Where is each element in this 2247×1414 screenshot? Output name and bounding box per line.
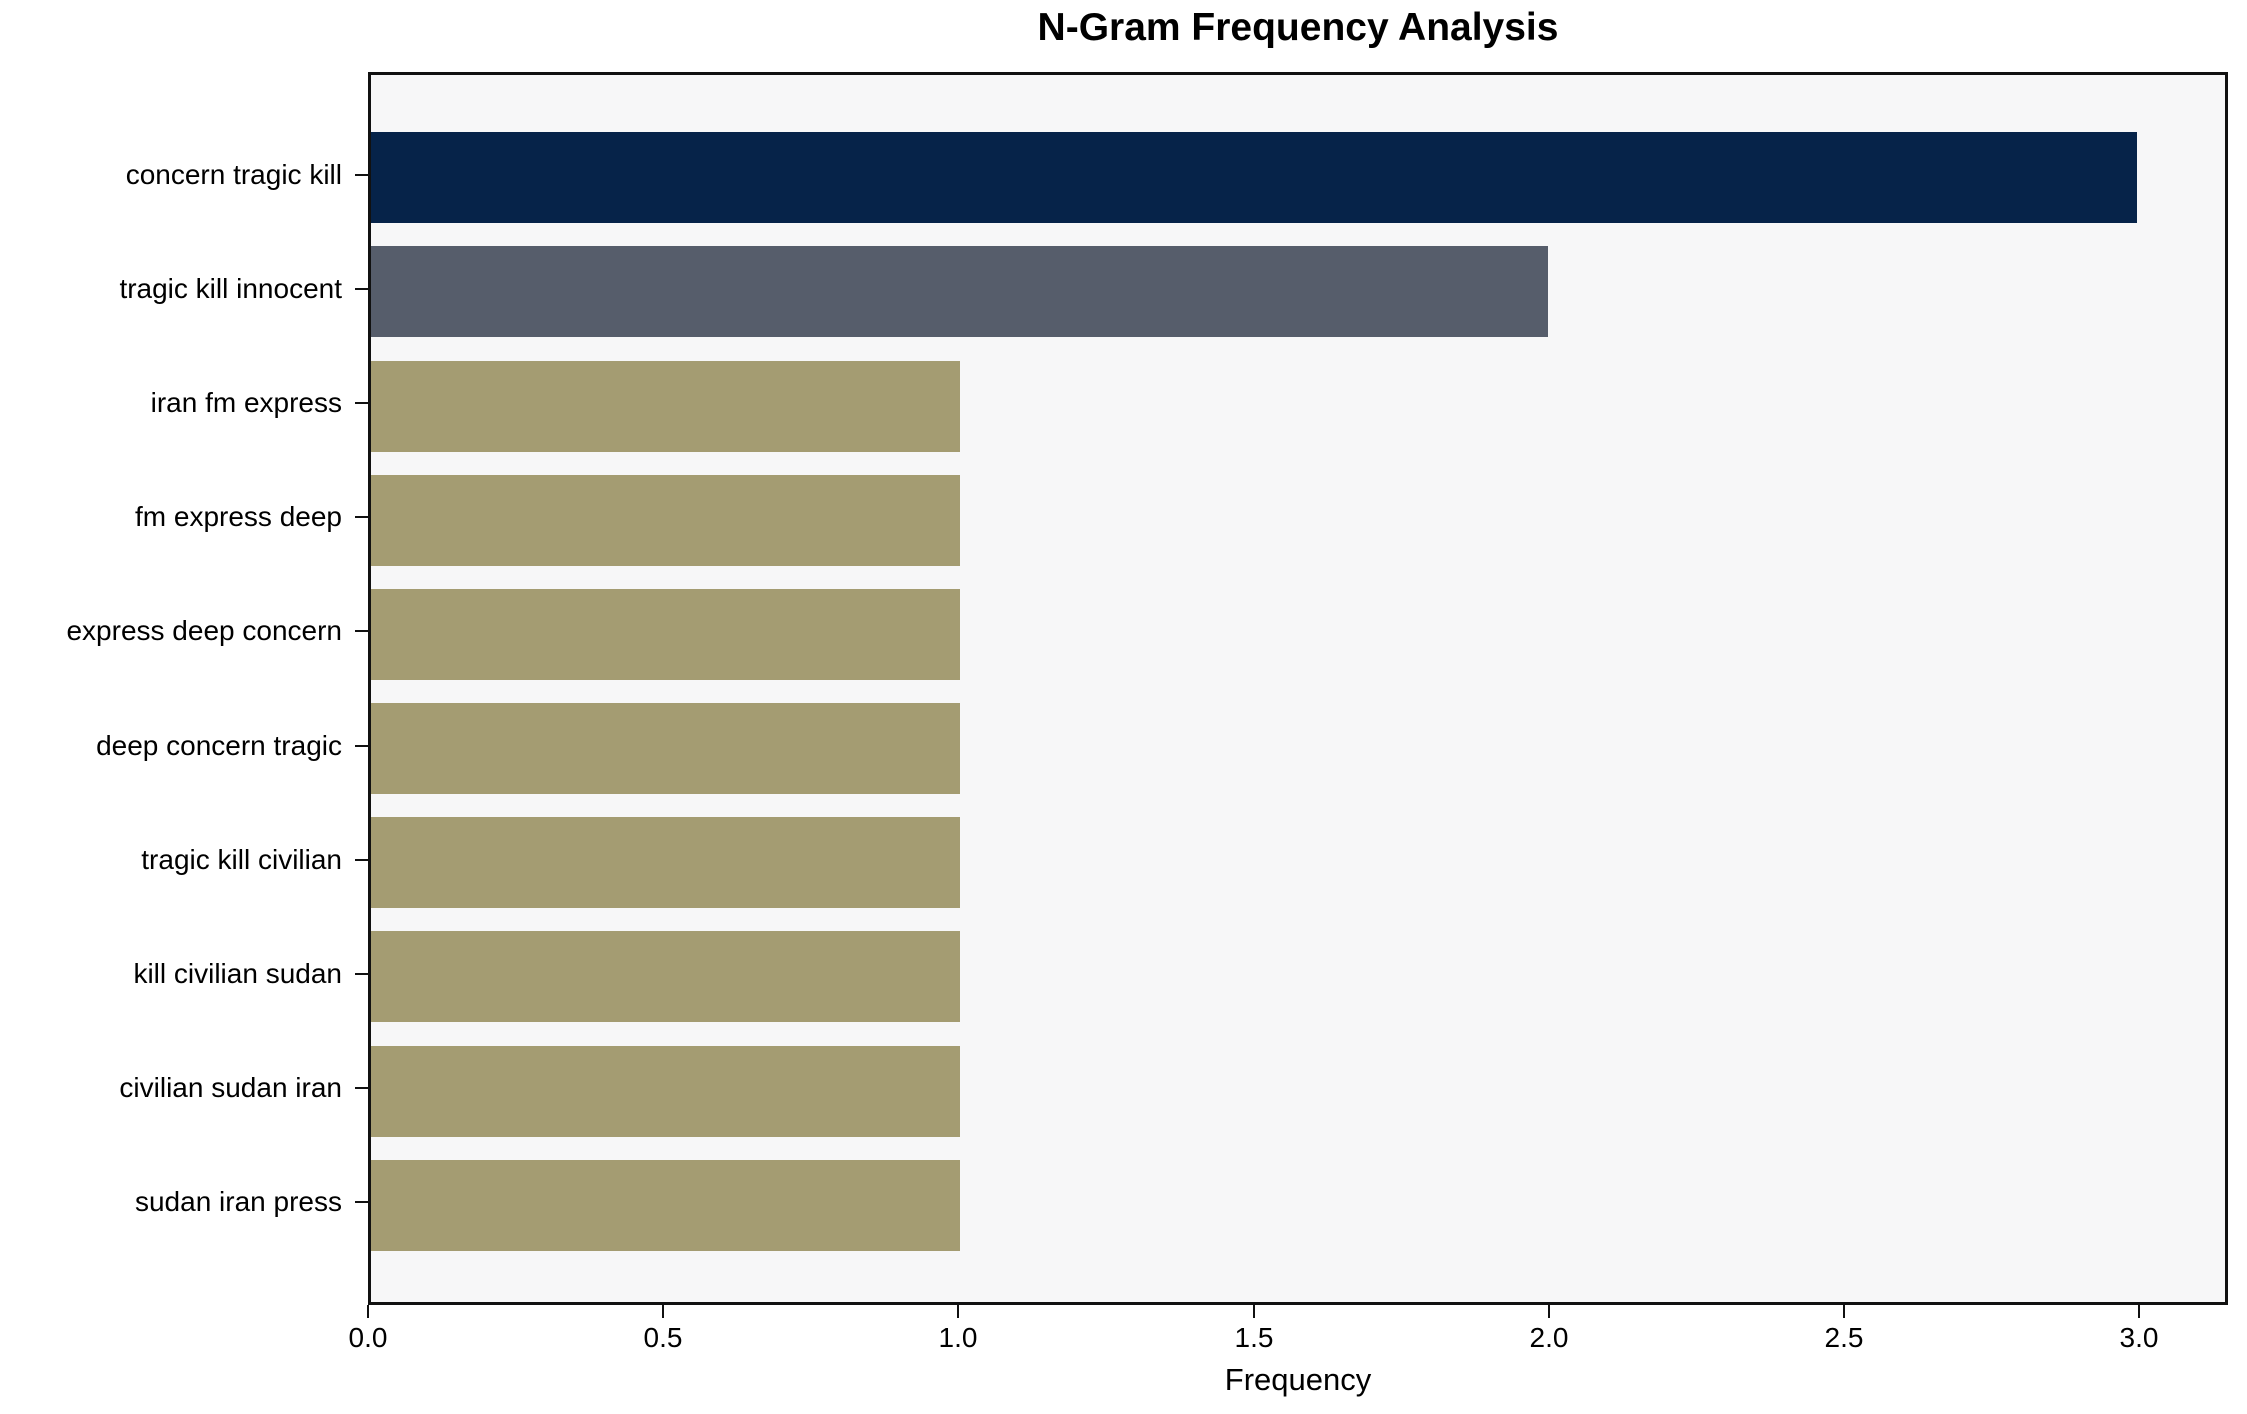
x-tick-label: 2.5 [1824,1322,1864,1353]
y-tick-label: tragic kill civilian [141,844,342,875]
x-tick-label: 1.5 [1234,1322,1274,1353]
y-tick-label: civilian sudan iran [119,1072,342,1103]
y-tick-mark [355,402,368,404]
y-tick-label: kill civilian sudan [133,958,342,989]
y-tick-label: tragic kill innocent [119,273,342,304]
bar-fm-express-deep [371,475,960,566]
y-tick-label: iran fm express [150,387,342,418]
x-tick-label: 1.0 [938,1322,978,1353]
bar-kill-civilian-sudan [371,931,960,1022]
y-tick-mark [355,288,368,290]
y-tick-mark [355,1201,368,1203]
x-tick-mark [1843,1305,1845,1318]
bar-concern-tragic-kill [371,132,2137,223]
bar-civilian-sudan-iran [371,1046,960,1137]
x-tick-mark [662,1305,664,1318]
x-tick-mark [367,1305,369,1318]
y-tick-mark [355,516,368,518]
y-tick-label: sudan iran press [134,1186,342,1217]
y-tick-label: fm express deep [135,501,342,532]
y-tick-label: deep concern tragic [96,730,342,761]
y-tick-mark [355,973,368,975]
y-tick-label: concern tragic kill [125,159,342,190]
bar-sudan-iran-press [371,1160,960,1251]
x-tick-mark [957,1305,959,1318]
plot-area [368,72,2228,1305]
x-tick-label: 3.0 [2119,1322,2159,1353]
bar-express-deep-concern [371,589,960,680]
bar-iran-fm-express [371,361,960,452]
x-tick-mark [1253,1305,1255,1318]
x-tick-label: 0.0 [348,1322,388,1353]
bar-tragic-kill-civilian [371,817,960,908]
x-tick-mark [2138,1305,2140,1318]
chart-title: N-Gram Frequency Analysis [1037,6,1559,49]
x-tick-label: 0.5 [643,1322,683,1353]
bar-tragic-kill-innocent [371,246,1549,337]
y-tick-mark [355,745,368,747]
x-axis-label: Frequency [1224,1362,1372,1397]
y-tick-mark [355,174,368,176]
y-tick-mark [355,1087,368,1089]
y-tick-label: express deep concern [66,615,342,646]
x-tick-label: 2.0 [1529,1322,1569,1353]
y-tick-mark [355,859,368,861]
bar-deep-concern-tragic [371,703,960,794]
y-tick-mark [355,630,368,632]
x-tick-mark [1548,1305,1550,1318]
